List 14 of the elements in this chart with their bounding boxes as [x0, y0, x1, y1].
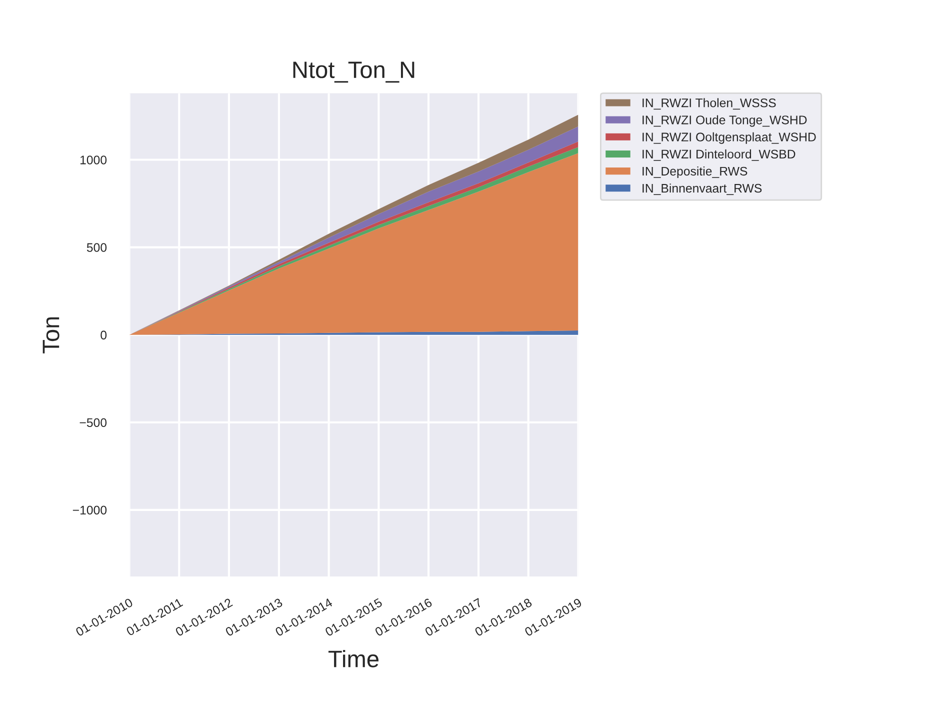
x-axis-title: Time	[328, 650, 378, 668]
y-tick-label: 0	[100, 330, 107, 340]
y-tick-label: 500	[86, 243, 107, 252]
legend-label: IN_Depositie_RWS	[642, 166, 748, 178]
y-axis-title: Ton	[42, 317, 60, 354]
y-tick-label: −500	[80, 418, 107, 427]
legend-label: IN_RWZI Oude Tonge_WSHD	[642, 115, 807, 127]
legend-label: IN_RWZI Ooltgensplaat_WSHD	[642, 132, 816, 144]
y-tick-label: 1000	[80, 156, 107, 164]
legend-label: IN_RWZI Tholen_WSSS	[642, 98, 776, 110]
legend-label: IN_Binnenvaart_RWS	[642, 184, 762, 195]
chart-title: Ntot_Ton_N	[293, 62, 414, 83]
legend-label: IN_RWZI Dinteloord_WSBD	[642, 149, 796, 161]
y-tick-label: −1000	[72, 506, 107, 515]
